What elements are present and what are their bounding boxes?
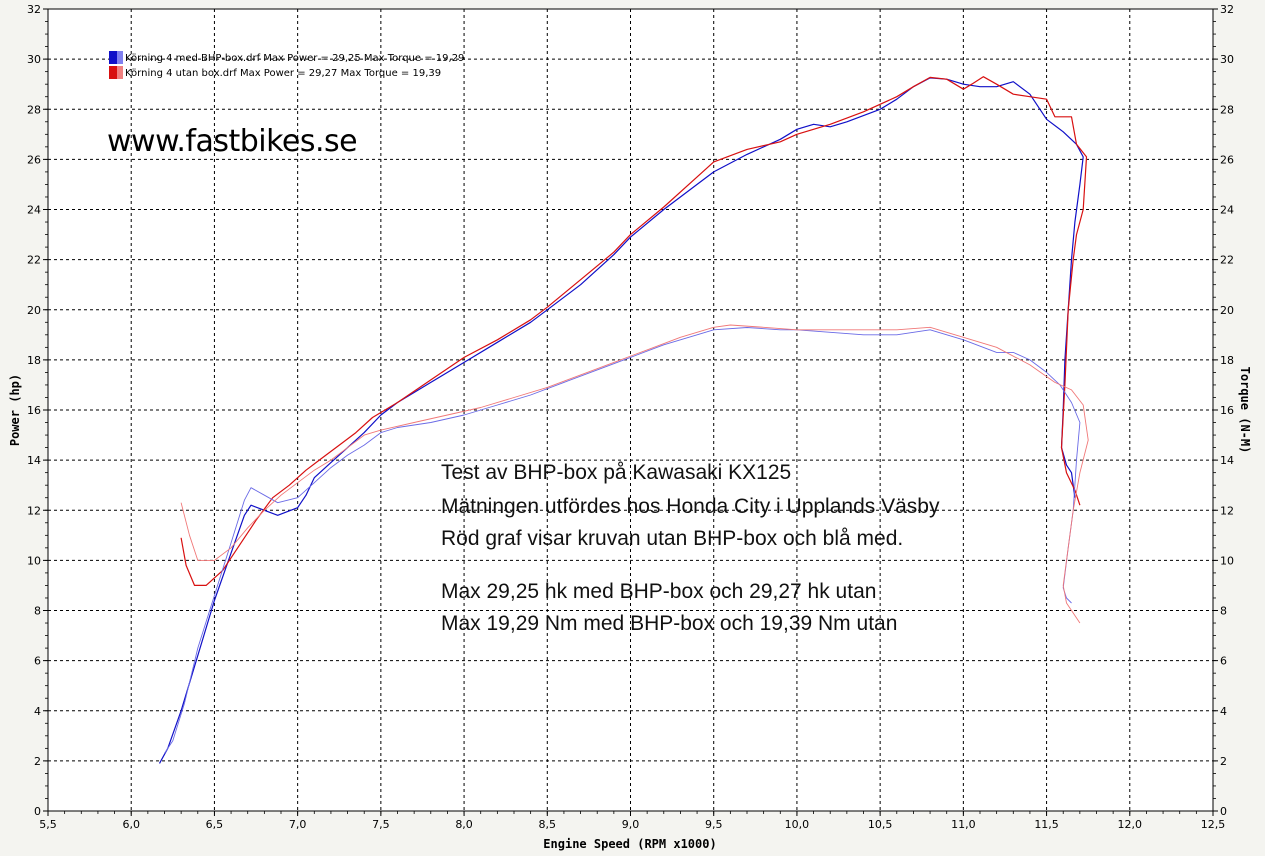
x-tick-label: 8,0: [455, 818, 473, 831]
y-tick-label-left: 32: [27, 3, 41, 16]
annotation-line-2: Mätningen utfördes hos Honda City i Uppl…: [441, 495, 940, 518]
y-tick-label-left: 4: [34, 705, 41, 718]
y-tick-label-right: 22: [1220, 254, 1234, 267]
y-tick-label-left: 30: [27, 53, 41, 66]
y-tick-label-right: 14: [1220, 454, 1234, 467]
y-tick-label-left: 8: [34, 605, 41, 618]
y-tick-label-left: 20: [27, 304, 41, 317]
series-line-power-med-bhp-box: [158, 77, 1084, 764]
x-axis-label: Engine Speed (RPM x1000): [543, 837, 716, 851]
x-tick-label: 10,0: [785, 818, 810, 831]
y-tick-label-left: 28: [27, 103, 41, 116]
y-tick-label-right: 8: [1220, 605, 1227, 618]
y-tick-label-right: 20: [1220, 304, 1234, 317]
legend-entry-2: Körning 4 utan box.drf Max Power = 29,27…: [125, 68, 441, 79]
x-tick-label: 7,5: [372, 818, 390, 831]
y-tick-label-right: 24: [1220, 204, 1234, 217]
plot-border: [47, 8, 1214, 812]
y-tick-label-left: 16: [27, 404, 41, 417]
y-axis-label-left: Power (hp): [8, 374, 22, 446]
y-axis-label-right: Torque (N-M): [1238, 367, 1252, 454]
y-tick-label-left: 0: [34, 805, 41, 818]
y-tick-label-right: 26: [1220, 153, 1234, 166]
y-tick-label-right: 18: [1220, 354, 1234, 367]
y-tick-label-left: 22: [27, 254, 41, 267]
x-tick-label: 12,5: [1201, 818, 1226, 831]
annotation-block: Test av BHP-box på Kawasaki KX125 Mätnin…: [441, 461, 940, 635]
legend-entry-1: Körning 4 med BHP-box.drf Max Power = 29…: [125, 53, 464, 64]
series-line-power-utan-box: [180, 76, 1088, 587]
series-group: [158, 76, 1089, 764]
watermark-text: www.fastbikes.se: [107, 124, 357, 159]
x-tick-label: 6,0: [122, 818, 140, 831]
legend-swatch-blue-light: [117, 51, 123, 64]
legend-swatch-red-light: [117, 66, 123, 79]
y-tick-label-right: 12: [1220, 504, 1234, 517]
y-tick-label-right: 4: [1220, 705, 1227, 718]
y-tick-label-right: 16: [1220, 404, 1234, 417]
legend: Körning 4 med BHP-box.drf Max Power = 29…: [109, 51, 464, 79]
y-tick-label-left: 6: [34, 655, 41, 668]
x-tick-label: 11,5: [1034, 818, 1059, 831]
legend-swatch-blue: [109, 51, 117, 64]
axis-ticks: 5,5 6,0 6,5 7,0 7,5 8,0 8,5 9,0 9,5 10,0 10,5 11,0 1…: [27, 3, 1234, 831]
x-tick-label: 7,0: [289, 818, 307, 831]
y-tick-label-right: 2: [1220, 755, 1227, 768]
y-tick-label-left: 18: [27, 354, 41, 367]
x-tick-label: 10,5: [868, 818, 893, 831]
y-tick-label-right: 32: [1220, 3, 1234, 16]
y-tick-label-left: 24: [27, 204, 41, 217]
x-tick-label: 6,5: [206, 818, 224, 831]
legend-swatch-red: [109, 66, 117, 79]
grid: [48, 9, 1213, 811]
x-tick-label: 5,5: [39, 818, 57, 831]
y-tick-label-right: 0: [1220, 805, 1227, 818]
y-tick-label-left: 12: [27, 504, 41, 517]
x-tick-label: 9,0: [622, 818, 640, 831]
y-tick-label-left: 26: [27, 153, 41, 166]
annotation-line-4: Max 29,25 hk med BHP-box och 29,27 hk ut…: [441, 580, 876, 603]
y-tick-label-left: 14: [27, 454, 41, 467]
y-tick-label-right: 28: [1220, 103, 1234, 116]
x-tick-label: 12,0: [1118, 818, 1143, 831]
x-tick-label: 8,5: [539, 818, 557, 831]
y-tick-label-right: 10: [1220, 554, 1234, 567]
x-tick-label: 11,0: [951, 818, 976, 831]
series-line-torque-utan-box: [180, 324, 1089, 624]
x-tick-label: 9,5: [705, 818, 723, 831]
annotation-line-1: Test av BHP-box på Kawasaki KX125: [441, 461, 791, 484]
y-tick-label-right: 30: [1220, 53, 1234, 66]
y-tick-label-right: 6: [1220, 655, 1227, 668]
y-tick-label-left: 2: [34, 755, 41, 768]
annotation-line-3: Röd graf visar kruvan utan BHP-box och b…: [441, 527, 903, 550]
y-tick-label-left: 10: [27, 554, 41, 567]
annotation-line-5: Max 19,29 Nm med BHP-box och 19,39 Nm ut…: [441, 612, 897, 635]
